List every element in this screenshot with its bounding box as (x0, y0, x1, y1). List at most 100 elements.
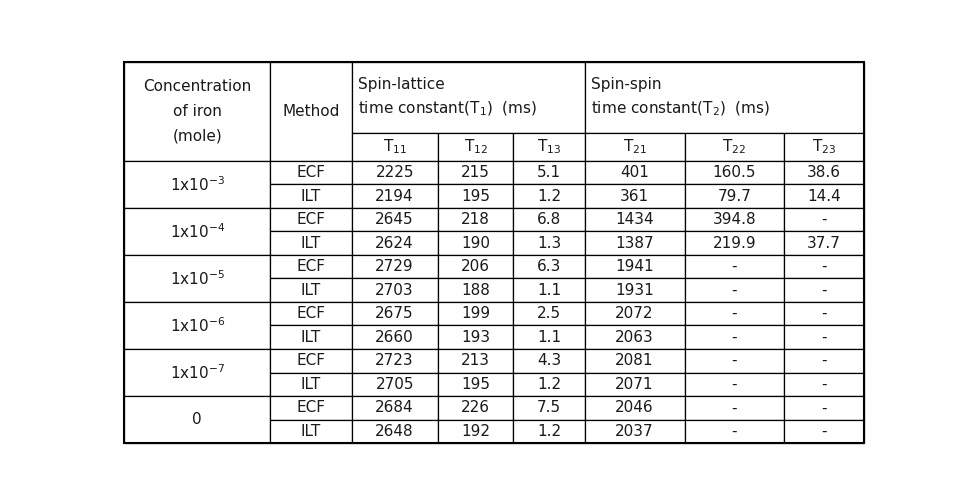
Text: 2037: 2037 (615, 424, 654, 439)
Text: 188: 188 (461, 282, 490, 298)
Bar (438, 184, 514, 208)
Bar (352, 302, 438, 326)
Bar (352, 396, 438, 419)
Bar (684, 302, 785, 326)
Text: T$_{22}$: T$_{22}$ (722, 138, 746, 156)
Text: ILT: ILT (301, 188, 321, 204)
Bar (785, 349, 864, 372)
Bar (514, 302, 584, 326)
Text: 1387: 1387 (615, 236, 654, 250)
Bar (514, 396, 584, 419)
Text: -: - (732, 330, 737, 344)
Text: 215: 215 (461, 165, 490, 180)
Bar (438, 396, 514, 419)
Text: 190: 190 (461, 236, 490, 250)
Text: ECF: ECF (297, 165, 326, 180)
Bar (684, 396, 785, 419)
Bar (684, 326, 785, 349)
Bar (270, 255, 352, 278)
Text: 0: 0 (193, 412, 202, 427)
Bar (584, 208, 684, 232)
Bar (270, 372, 352, 396)
Bar (438, 372, 514, 396)
Bar (352, 184, 438, 208)
Bar (514, 255, 584, 278)
Text: 7.5: 7.5 (537, 400, 561, 415)
Bar (514, 372, 584, 396)
Text: 394.8: 394.8 (712, 212, 756, 227)
Bar (352, 161, 438, 184)
Text: Concentration
of iron
(mole): Concentration of iron (mole) (143, 80, 252, 144)
Bar (514, 326, 584, 349)
Text: T$_{12}$: T$_{12}$ (464, 138, 488, 156)
Bar (584, 255, 684, 278)
Text: -: - (732, 259, 737, 274)
Bar (124, 349, 270, 396)
Text: -: - (732, 306, 737, 321)
Bar (270, 420, 352, 443)
Bar (684, 161, 785, 184)
Bar (584, 372, 684, 396)
Bar (352, 278, 438, 302)
Text: Method: Method (282, 104, 339, 119)
Text: 6.3: 6.3 (537, 259, 561, 274)
Bar (270, 349, 352, 372)
Text: ILT: ILT (301, 424, 321, 439)
Bar (684, 372, 785, 396)
Text: 219.9: 219.9 (712, 236, 756, 250)
Text: 5.1: 5.1 (537, 165, 561, 180)
Text: 2.5: 2.5 (537, 306, 561, 321)
Text: -: - (732, 424, 737, 439)
Text: -: - (821, 330, 827, 344)
Text: 1.1: 1.1 (537, 330, 561, 344)
Bar (684, 133, 785, 161)
Text: 193: 193 (461, 330, 490, 344)
Text: 1931: 1931 (615, 282, 654, 298)
Text: T$_{23}$: T$_{23}$ (812, 138, 836, 156)
Bar (785, 396, 864, 419)
Bar (514, 420, 584, 443)
Bar (438, 208, 514, 232)
Text: 213: 213 (461, 354, 490, 368)
Bar (438, 349, 514, 372)
Text: 2705: 2705 (375, 377, 414, 392)
Bar (124, 255, 270, 302)
Bar (584, 133, 684, 161)
Bar (124, 62, 270, 161)
Bar (514, 208, 584, 232)
Text: 1.3: 1.3 (537, 236, 561, 250)
Bar (352, 62, 584, 133)
Text: 2645: 2645 (375, 212, 414, 227)
Text: 199: 199 (461, 306, 490, 321)
Bar (124, 302, 270, 349)
Bar (438, 161, 514, 184)
Bar (785, 278, 864, 302)
Bar (684, 278, 785, 302)
Bar (684, 255, 785, 278)
Text: 2063: 2063 (615, 330, 654, 344)
Text: 1x10$^{-5}$: 1x10$^{-5}$ (170, 269, 225, 288)
Text: 1x10$^{-3}$: 1x10$^{-3}$ (170, 175, 225, 194)
Bar (684, 208, 785, 232)
Text: 1x10$^{-6}$: 1x10$^{-6}$ (170, 316, 225, 335)
Text: 195: 195 (461, 188, 490, 204)
Text: 2648: 2648 (375, 424, 414, 439)
Text: -: - (821, 306, 827, 321)
Text: 2675: 2675 (375, 306, 414, 321)
Bar (514, 161, 584, 184)
Text: 1.2: 1.2 (537, 377, 561, 392)
Text: -: - (821, 377, 827, 392)
Bar (785, 184, 864, 208)
Text: 226: 226 (461, 400, 490, 415)
Text: 6.8: 6.8 (537, 212, 561, 227)
Text: 192: 192 (461, 424, 490, 439)
Bar (514, 278, 584, 302)
Text: 2071: 2071 (615, 377, 654, 392)
Text: ECF: ECF (297, 354, 326, 368)
Bar (785, 372, 864, 396)
Bar (785, 208, 864, 232)
Bar (270, 161, 352, 184)
Bar (352, 372, 438, 396)
Bar (684, 420, 785, 443)
Bar (438, 302, 514, 326)
